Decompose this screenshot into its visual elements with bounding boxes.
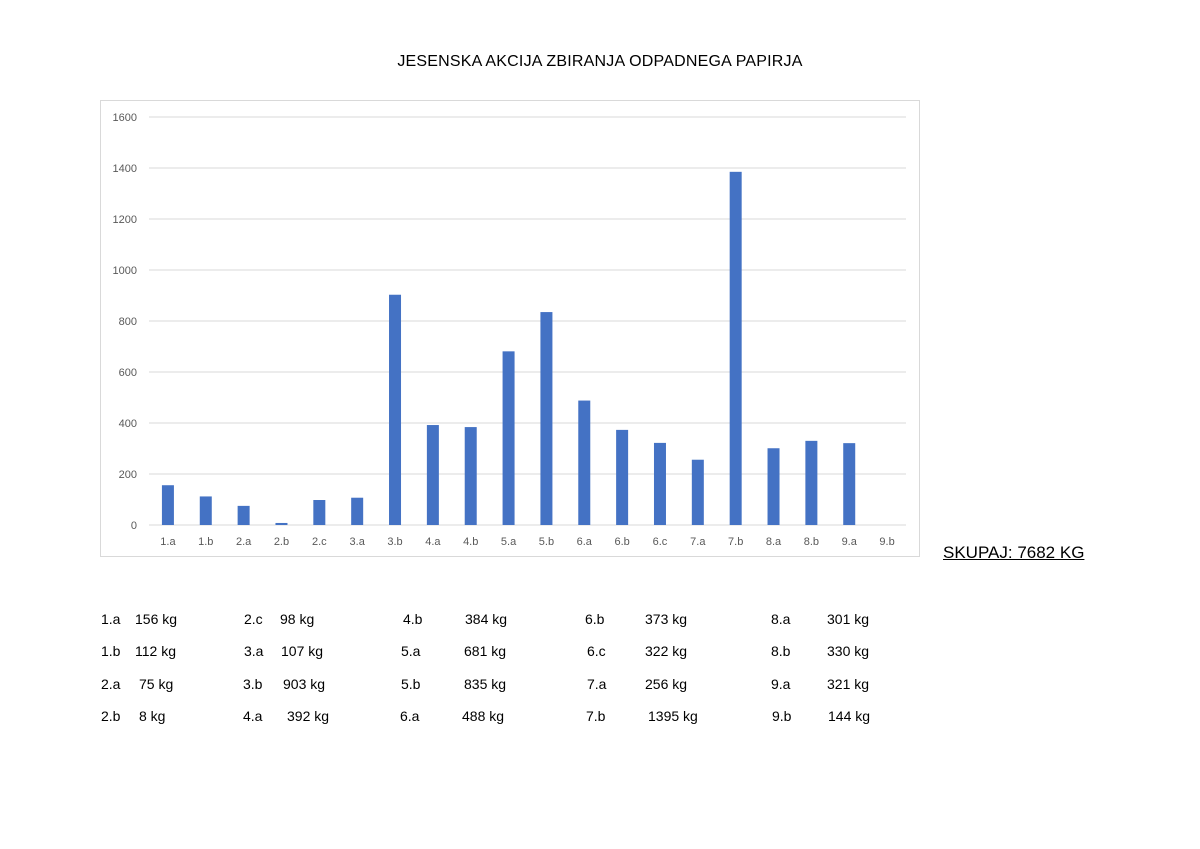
bar <box>805 440 818 525</box>
table-amount: 903 kg <box>283 676 326 692</box>
chart-title: JESENSKA AKCIJA ZBIRANJA ODPADNEGA PAPIR… <box>397 53 803 70</box>
table-amount: 322 kg <box>645 643 688 659</box>
table-class: 9.a <box>771 676 791 692</box>
bar <box>426 425 439 525</box>
x-tick-label: 6.b <box>614 536 629 548</box>
x-tick-label: 7.a <box>690 536 706 548</box>
table-class: 1.b <box>101 643 121 659</box>
x-tick-label: 8.b <box>804 536 819 548</box>
table-class: 2.b <box>101 708 121 724</box>
bar <box>313 500 326 525</box>
bar <box>616 429 629 525</box>
table-class: 3.b <box>243 676 263 692</box>
table-amount: 681 kg <box>464 643 507 659</box>
table-class: 6.b <box>585 611 605 627</box>
table-class: 3.a <box>244 643 264 659</box>
x-tick-label: 9.b <box>879 536 894 548</box>
bar <box>389 294 402 525</box>
x-tick-label: 6.a <box>577 536 593 548</box>
bar <box>767 448 780 525</box>
table-class: 5.b <box>401 676 421 692</box>
table-amount: 1395 kg <box>648 708 698 724</box>
bar <box>275 522 288 525</box>
table-amount: 75 kg <box>139 676 174 692</box>
table-amount: 112 kg <box>135 643 176 659</box>
table-class: 8.a <box>771 611 791 627</box>
y-tick-label: 1600 <box>113 112 137 124</box>
y-tick-label: 600 <box>119 367 137 379</box>
bar <box>199 496 212 525</box>
table-class: 7.a <box>587 676 607 692</box>
table-amount: 156 kg <box>135 611 178 627</box>
table-amount: 98 kg <box>280 611 315 627</box>
table-amount: 8 kg <box>139 708 166 724</box>
table-class: 4.a <box>243 708 263 724</box>
x-tick-label: 6.c <box>653 536 668 548</box>
y-tick-label: 1200 <box>113 214 137 226</box>
x-tick-label: 9.a <box>842 536 858 548</box>
table-amount: 107 kg <box>281 643 324 659</box>
x-tick-label: 1.a <box>160 536 176 548</box>
y-tick-label: 1000 <box>113 265 137 277</box>
x-tick-label: 7.b <box>728 536 743 548</box>
x-tick-label: 3.a <box>350 536 366 548</box>
table-class: 5.a <box>401 643 421 659</box>
bar <box>578 400 591 525</box>
x-tick-label: 2.c <box>312 536 327 548</box>
table-amount: 373 kg <box>645 611 688 627</box>
x-tick-label: 5.a <box>501 536 517 548</box>
bar <box>237 505 250 525</box>
y-tick-label: 800 <box>119 316 137 328</box>
bar <box>502 351 515 525</box>
y-tick-label: 200 <box>119 469 137 481</box>
bar <box>161 485 174 525</box>
bar <box>351 497 364 525</box>
x-tick-label: 3.b <box>387 536 402 548</box>
x-tick-label: 2.a <box>236 536 252 548</box>
table-amount: 330 kg <box>827 643 870 659</box>
x-tick-label: 2.b <box>274 536 289 548</box>
table-amount: 835 kg <box>464 676 507 692</box>
table-class: 4.b <box>403 611 423 627</box>
table-class: 6.c <box>587 643 606 659</box>
total-label: SKUPAJ: 7682 KG <box>943 543 1085 562</box>
table-amount: 256 kg <box>645 676 688 692</box>
x-tick-label: 4.b <box>463 536 478 548</box>
table-amount: 321 kg <box>827 676 870 692</box>
bar <box>464 427 477 525</box>
x-tick-label: 8.a <box>766 536 782 548</box>
table-class: 2.c <box>244 611 263 627</box>
x-tick-label: 5.b <box>539 536 554 548</box>
table-amount: 392 kg <box>287 708 330 724</box>
table-amount: 384 kg <box>465 611 508 627</box>
x-tick-label: 4.a <box>425 536 441 548</box>
table-class: 9.b <box>772 708 792 724</box>
y-tick-label: 400 <box>119 418 137 430</box>
y-tick-label: 1400 <box>113 163 137 175</box>
table-class: 8.b <box>771 643 791 659</box>
table-class: 7.b <box>586 708 606 724</box>
bar <box>540 312 553 525</box>
table-amount: 144 kg <box>828 708 871 724</box>
bar <box>843 443 856 525</box>
table-class: 1.a <box>101 611 121 627</box>
table-class: 6.a <box>400 708 420 724</box>
bar-chart: 0 200 400 600 800 1000 1200 1400 1600 1.a 1.b 2.a 2.… <box>113 112 906 548</box>
bar <box>729 171 742 525</box>
bar <box>653 442 666 525</box>
chart-area: 0 200 400 600 800 1000 1200 1400 1600 1.a 1.b 2.a 2.… <box>100 100 920 557</box>
table-amount: 301 kg <box>827 611 870 627</box>
bar <box>691 459 704 525</box>
x-tick-label: 1.b <box>198 536 213 548</box>
table-amount: 488 kg <box>462 708 505 724</box>
y-tick-label: 0 <box>131 520 137 532</box>
table-class: 2.a <box>101 676 121 692</box>
